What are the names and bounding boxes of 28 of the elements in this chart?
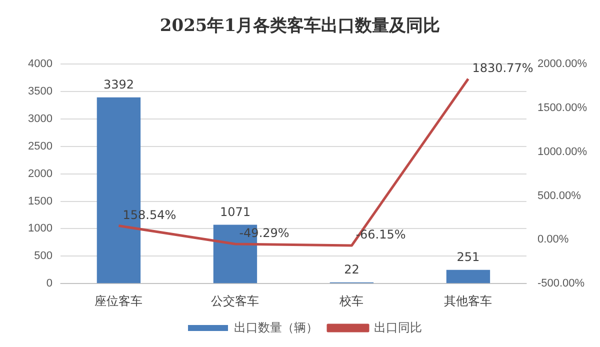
y-tick-label: 1000 (28, 222, 52, 235)
y2-tick-label: 500.00% (537, 190, 582, 202)
data-label: 22 (344, 262, 360, 277)
y-tick-label: 0 (46, 278, 52, 290)
data-label: 1830.77% (472, 60, 534, 75)
x-tick-label: 校车 (338, 294, 364, 308)
data-label: 251 (456, 250, 480, 264)
y-tick-label: 500 (34, 250, 52, 262)
data-label: 1071 (220, 204, 250, 219)
data-label: 3392 (103, 78, 134, 92)
x-tick-label: 座位客车 (94, 294, 143, 308)
y2-tick-label: 1500.00% (537, 102, 588, 114)
legend-label: 出口同比 (374, 320, 422, 334)
y2-tick-label: 0.00% (537, 234, 569, 246)
y2-tick-label: 1000.00% (537, 146, 588, 158)
y-tick-label: 1500 (28, 195, 52, 208)
chart-title: 2025年1月各类客车出口数量及同比 (158, 15, 442, 37)
x-tick-label: 公交客车 (211, 294, 260, 308)
y2-tick-label: -500.00% (537, 278, 585, 290)
x-tick-label: 其他客车 (444, 294, 492, 308)
y-tick-label: 2500 (28, 140, 52, 152)
bar (446, 270, 490, 284)
y-tick-label: 4000 (28, 58, 52, 70)
y-tick-label: 2000 (28, 168, 52, 180)
y-tick-label: 3500 (28, 85, 52, 98)
y-tick-label: 3000 (28, 112, 52, 125)
y2-tick-label: 2000.00% (537, 58, 588, 70)
legend-label: 出口数量（辆） (234, 320, 318, 334)
